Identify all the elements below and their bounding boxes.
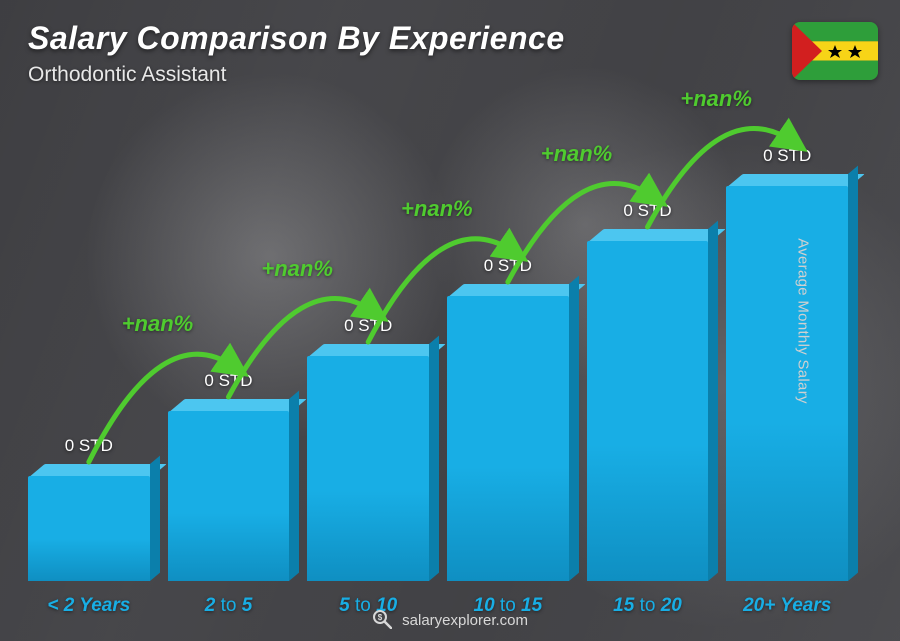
bar-slot: 0 STD2 to 5	[168, 411, 290, 581]
y-axis-label: Average Monthly Salary	[795, 238, 812, 404]
bar-value-label: 0 STD	[484, 256, 532, 276]
delta-label: +nan%	[680, 86, 752, 112]
delta-label: +nan%	[261, 256, 333, 282]
header: Salary Comparison By Experience Orthodon…	[28, 20, 565, 87]
svg-text:$: $	[378, 613, 383, 622]
bar: 0 STD	[28, 476, 150, 581]
bar: 0 STD	[307, 356, 429, 581]
footer: $ salaryexplorer.com	[0, 609, 900, 629]
bar-slot: 0 STD10 to 15	[447, 296, 569, 581]
bar: 0 STD	[168, 411, 290, 581]
bar-value-label: 0 STD	[204, 371, 252, 391]
chart-canvas: Salary Comparison By Experience Orthodon…	[0, 0, 900, 641]
bar: 0 STD	[447, 296, 569, 581]
bar-slot: 0 STD< 2 Years	[28, 476, 150, 581]
bar-value-label: 0 STD	[623, 201, 671, 221]
delta-label: +nan%	[122, 311, 194, 337]
delta-label: +nan%	[541, 141, 613, 167]
bar: 0 STD	[726, 186, 848, 581]
bar-chart: 0 STD< 2 Years0 STD2 to 50 STD5 to 100 S…	[28, 101, 848, 581]
bar-slot: 0 STD15 to 20	[587, 241, 709, 581]
bar-value-label: 0 STD	[763, 146, 811, 166]
country-flag	[792, 22, 878, 80]
bar-value-label: 0 STD	[344, 316, 392, 336]
delta-label: +nan%	[401, 196, 473, 222]
chart-title: Salary Comparison By Experience	[28, 20, 565, 57]
footer-text: salaryexplorer.com	[402, 612, 528, 629]
bar-slot: 0 STD20+ Years	[726, 186, 848, 581]
magnifier-dollar-icon: $	[372, 609, 392, 629]
bar-slot: 0 STD5 to 10	[307, 356, 429, 581]
bar-value-label: 0 STD	[65, 436, 113, 456]
chart-subtitle: Orthodontic Assistant	[28, 63, 565, 87]
bar: 0 STD	[587, 241, 709, 581]
